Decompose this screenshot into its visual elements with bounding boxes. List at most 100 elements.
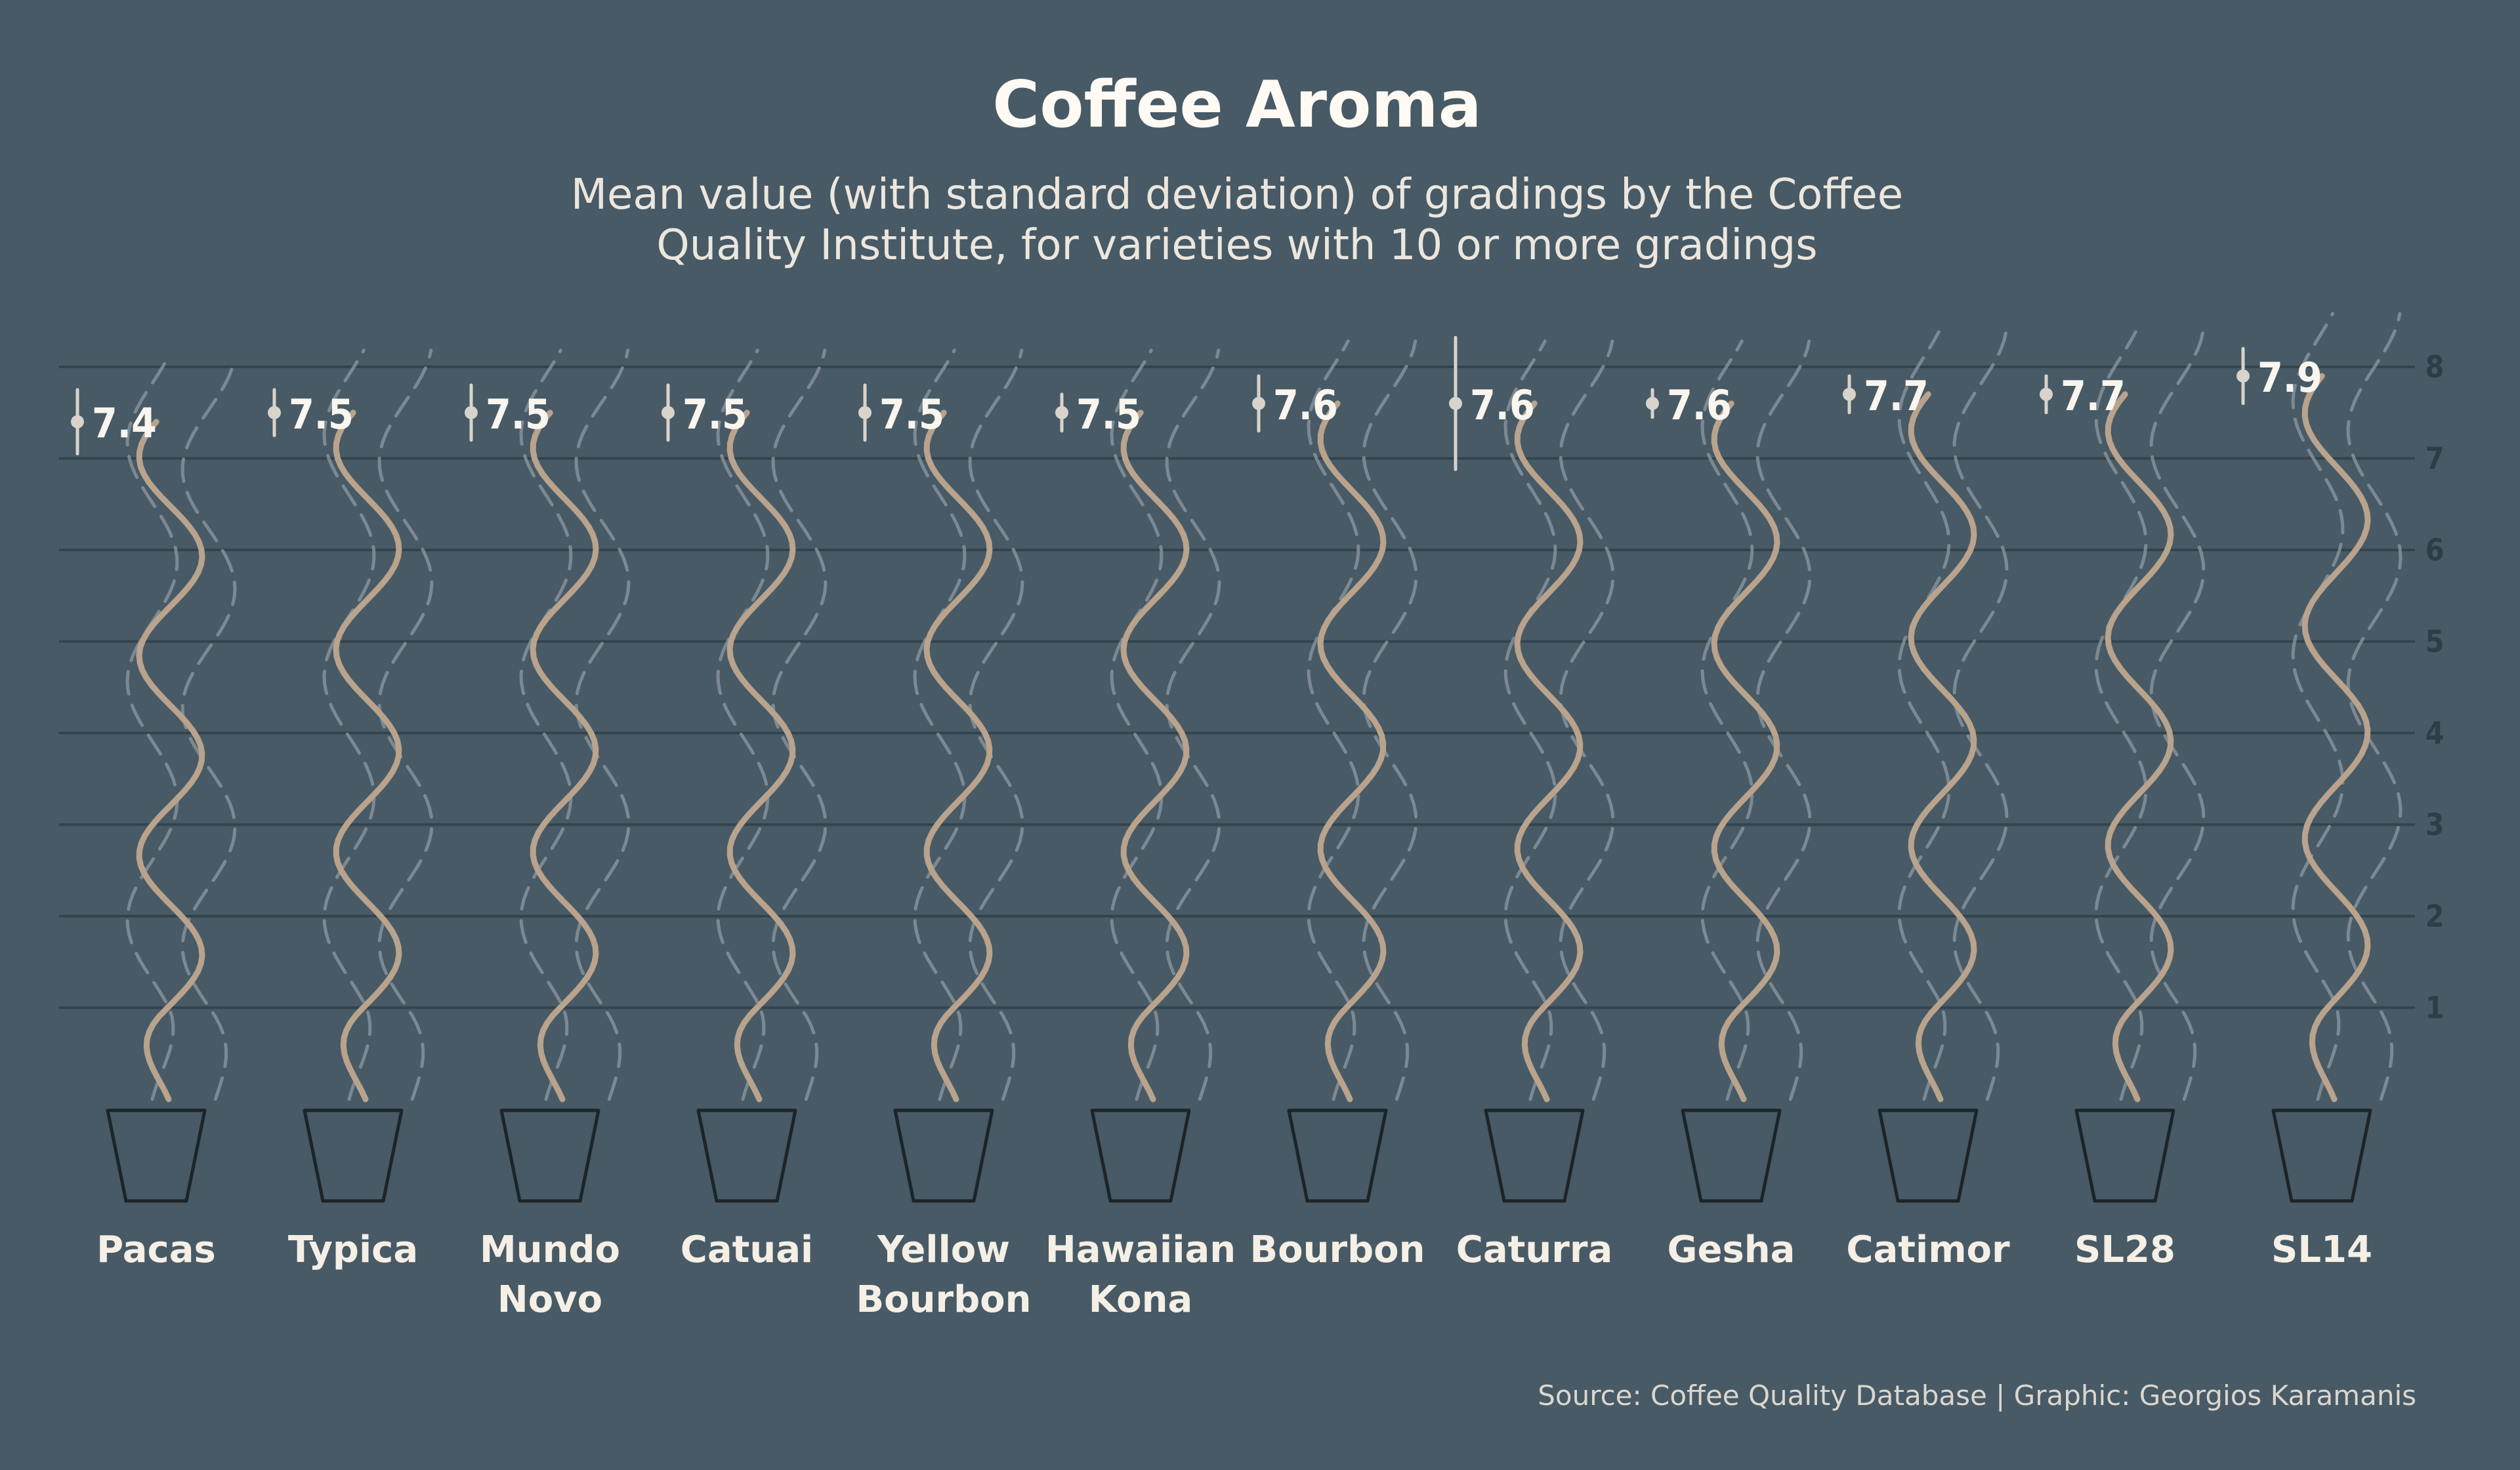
steam-line-dashed-left: [913, 348, 967, 1101]
y-tick-label: 6: [2426, 532, 2445, 568]
steam-line-dashed-right: [377, 348, 434, 1101]
category-label: SL28: [2074, 1228, 2175, 1271]
category-label: Gesha: [1668, 1228, 1796, 1271]
mean-point: [268, 406, 281, 419]
coffee-cup-icon: [893, 1108, 994, 1203]
category-label: Bourbon: [1250, 1228, 1425, 1271]
chart-title: Coffee Aroma: [992, 68, 1481, 142]
grid-lines: [59, 366, 2415, 1009]
steam-line-mean: [1711, 400, 1780, 1102]
chart-subtitle-line-1: Mean value (with standard deviation) of …: [571, 171, 1903, 219]
mean-value-label: 7.5: [289, 390, 354, 438]
mean-point: [2236, 369, 2250, 383]
mean-value-label: 7.6: [1470, 381, 1535, 429]
steam-lines: [125, 312, 2403, 1102]
cups: [106, 1108, 2372, 1203]
y-tick-label: 8: [2426, 349, 2445, 385]
steam-line-dashed-left: [519, 348, 573, 1101]
steam-line-dashed-right: [1362, 339, 1418, 1101]
mean-point: [662, 406, 675, 419]
steam-line-dashed-right: [968, 348, 1024, 1101]
mean-points: 7.4 7.5 7.5 7.5 7.5 7.5 7.6 7.6 7.6 7.7 7.7 7.9: [71, 335, 2322, 471]
y-tick-label: 2: [2426, 898, 2445, 934]
steam-line-mean: [1120, 410, 1190, 1102]
coffee-cup-icon: [696, 1108, 797, 1203]
chart-subtitle-line-2: Quality Institute, for varieties with 10…: [656, 221, 1817, 270]
category-label: Pacas: [96, 1228, 216, 1271]
steam-line-dashed-left: [1700, 339, 1754, 1101]
y-tick-label: 3: [2426, 807, 2445, 843]
coffee-cup-icon: [1287, 1108, 1388, 1203]
category-label: SL14: [2271, 1228, 2372, 1271]
steam-line-dashed-right: [2149, 330, 2206, 1101]
category-label: Catuai: [681, 1228, 814, 1271]
mean-value-label: 7.7: [1864, 372, 1929, 420]
steam-line-dashed-right: [1559, 339, 1615, 1101]
steam-line-dashed-left: [716, 348, 770, 1101]
mean-point: [71, 415, 84, 429]
mean-point: [2040, 387, 2053, 401]
coffee-cup-icon: [1878, 1108, 1979, 1203]
steam-line-mean: [2105, 391, 2174, 1102]
steam-line-mean: [923, 410, 993, 1102]
steam-line-mean: [333, 410, 402, 1102]
steam-line-dashed-left: [2094, 330, 2148, 1101]
steam-line-mean: [136, 419, 205, 1102]
y-axis-tick-labels: 1 2 3 4 5 6 7 8: [2426, 349, 2445, 1026]
steam-line-dashed-left: [1503, 339, 1557, 1101]
steam-line-mean: [1317, 400, 1387, 1102]
coffee-cup-icon: [499, 1108, 600, 1203]
category-label: Bourbon: [856, 1278, 1031, 1321]
mean-point: [1843, 387, 1856, 401]
steam-line-dashed-left: [1110, 348, 1164, 1101]
steam-line-dashed-right: [1755, 339, 1812, 1101]
category-label: Kona: [1089, 1278, 1193, 1321]
coffee-cup-icon: [1090, 1108, 1191, 1203]
coffee-cup-icon: [106, 1108, 207, 1203]
category-label: Typica: [288, 1228, 418, 1271]
category-label: Caturra: [1456, 1228, 1613, 1271]
mean-value-label: 7.5: [1076, 390, 1141, 438]
steam-line-mean: [1514, 400, 1584, 1102]
mean-point: [1646, 396, 1659, 410]
y-tick-label: 1: [2426, 990, 2445, 1026]
steam-line-mean: [1908, 391, 1977, 1102]
y-tick-label: 4: [2426, 715, 2445, 751]
y-tick-label: 7: [2426, 441, 2445, 476]
steam-line-dashed-left: [1897, 330, 1951, 1101]
mean-value-label: 7.6: [1667, 381, 1732, 429]
mean-value-label: 7.5: [682, 390, 747, 438]
category-label: Mundo: [480, 1228, 620, 1271]
mean-point: [465, 406, 478, 419]
coffee-cup-icon: [1681, 1108, 1782, 1203]
steam-line-mean: [726, 410, 796, 1102]
category-label: Yellow: [877, 1228, 1010, 1271]
steam-line-dashed-left: [322, 348, 376, 1101]
mean-point: [1055, 406, 1068, 419]
mean-point: [858, 406, 872, 419]
coffee-cup-icon: [2271, 1108, 2372, 1203]
coffee-cup-icon: [1484, 1108, 1585, 1203]
category-labels: Pacas Typica Mundo Novo Catuai Yellow Bourbon H…: [96, 1228, 2372, 1321]
category-label: Hawaiian: [1045, 1228, 1236, 1271]
mean-point: [1449, 396, 1462, 410]
coffee-cup-icon: [303, 1108, 404, 1203]
mean-value-label: 7.6: [1273, 381, 1338, 429]
steam-line-dashed-left: [1307, 339, 1360, 1101]
y-tick-label: 5: [2426, 624, 2445, 660]
category-label: Novo: [497, 1278, 602, 1321]
mean-value-label: 7.5: [486, 390, 551, 438]
chart-caption: Source: Coffee Quality Database | Graphi…: [1538, 1379, 2416, 1412]
coffee-cup-icon: [2074, 1108, 2175, 1203]
steam-line-dashed-right: [1165, 348, 1221, 1101]
steam-line-dashed-left: [2291, 312, 2345, 1101]
steam-line-dashed-right: [180, 358, 237, 1101]
mean-value-label: 7.4: [92, 400, 157, 448]
mean-value-label: 7.5: [879, 390, 944, 438]
steam-line-mean: [2301, 373, 2371, 1102]
steam-line-dashed-right: [574, 348, 631, 1101]
mean-value-label: 7.9: [2258, 354, 2322, 402]
mean-value-label: 7.7: [2061, 372, 2126, 420]
